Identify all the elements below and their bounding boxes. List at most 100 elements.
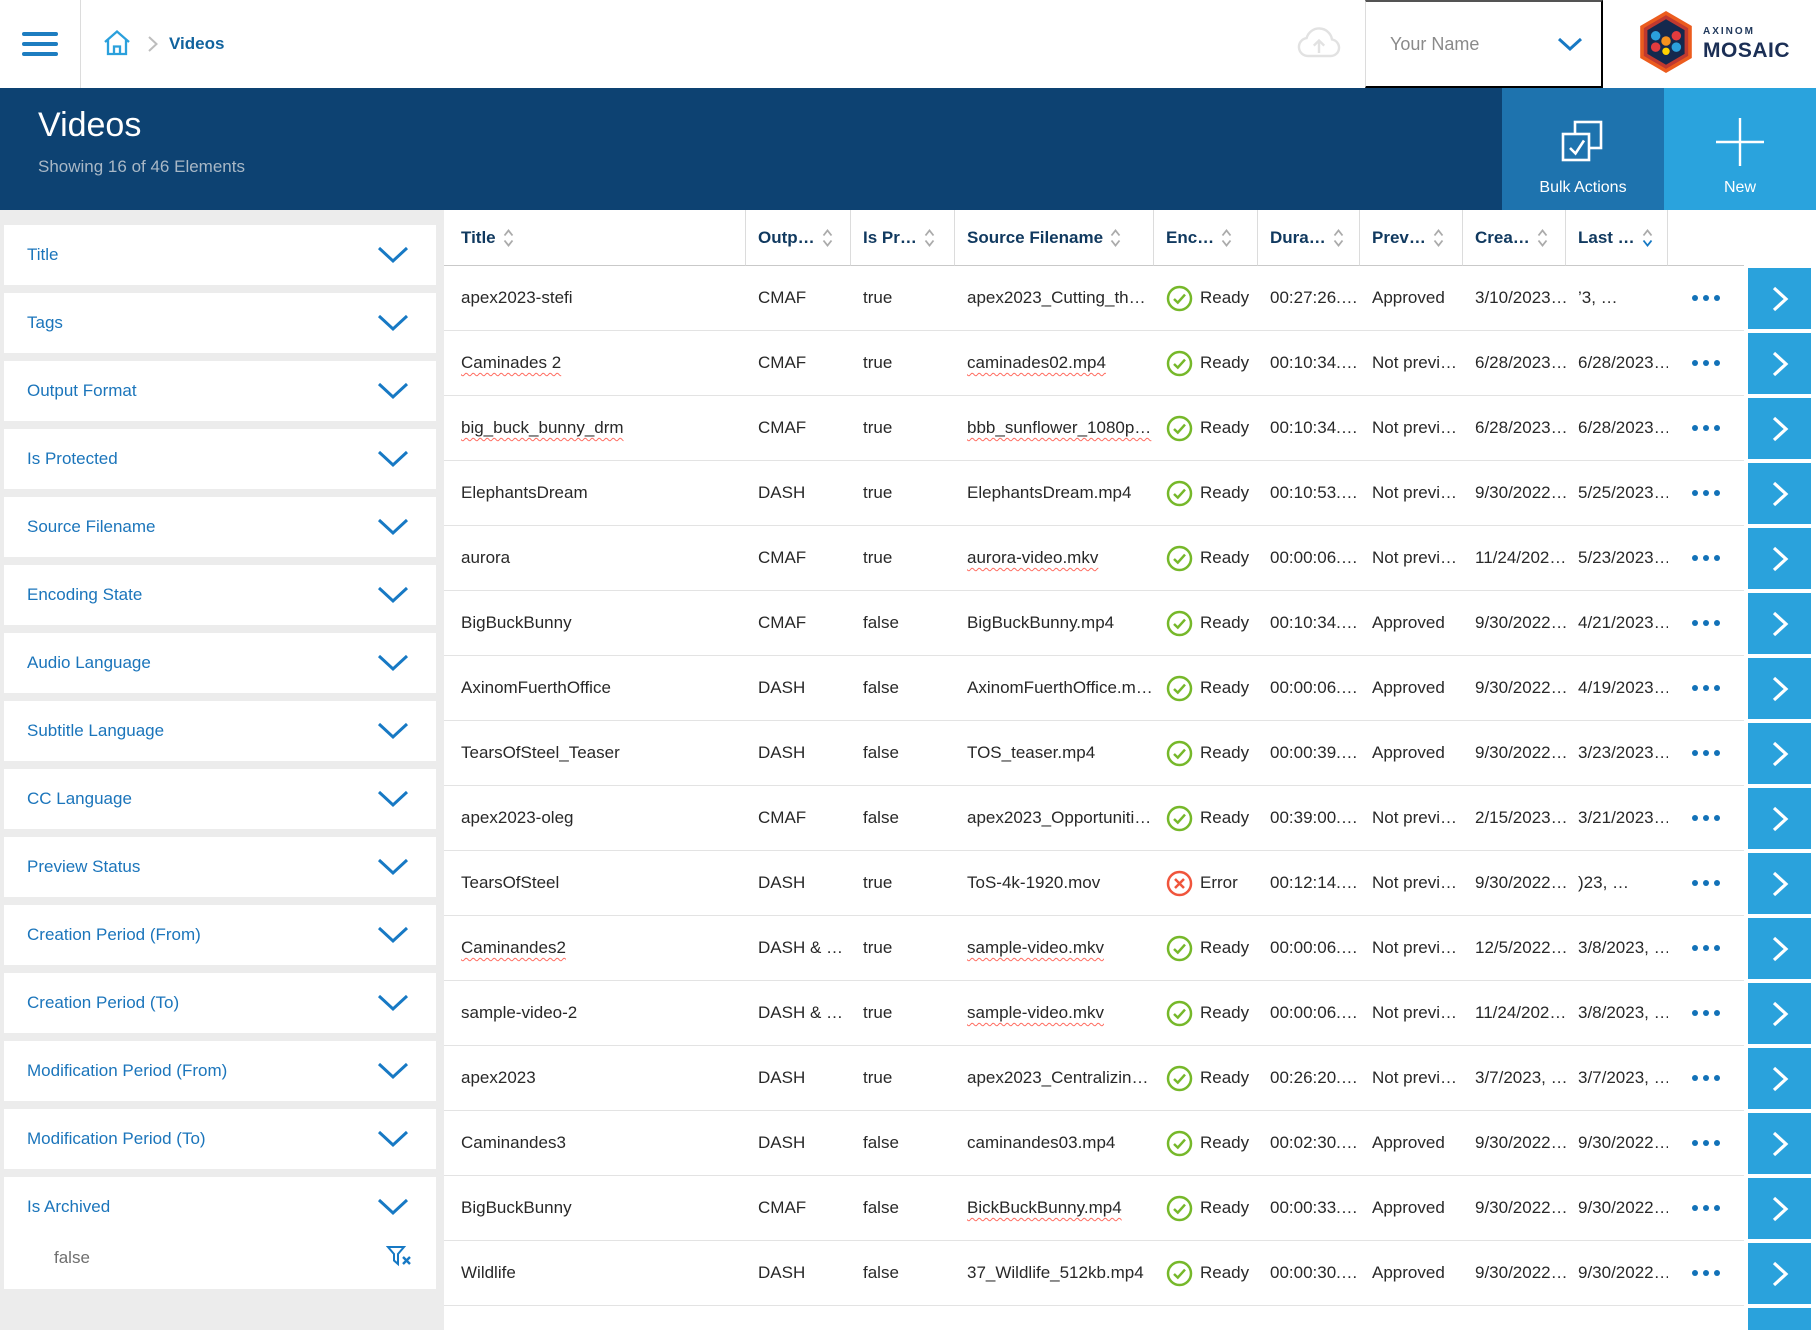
row-actions-button[interactable] [1668, 266, 1744, 331]
cell-created-date: 3/10/2023… [1463, 266, 1566, 331]
column-header-enc[interactable]: Enc… [1154, 210, 1258, 266]
column-header-dura[interactable]: Dura… [1258, 210, 1360, 266]
table-row[interactable]: Caminades 2 CMAF true caminades02.mp4 Ready… [444, 331, 1816, 396]
filter-card-output-format[interactable]: Output Format [4, 361, 436, 421]
row-actions-button[interactable] [1668, 656, 1744, 721]
filter-card-cc-language[interactable]: CC Language [4, 769, 436, 829]
row-actions-button[interactable] [1668, 786, 1744, 851]
open-row-button[interactable] [1748, 333, 1811, 394]
bulk-actions-button[interactable]: Bulk Actions [1502, 88, 1664, 210]
open-row-button[interactable] [1748, 593, 1811, 654]
cell-duration: 00:39:00.… [1258, 786, 1360, 851]
table-row[interactable]: TearsOfSteel_Teaser DASH false TOS_teaser.m… [444, 721, 1816, 786]
row-actions-button[interactable] [1668, 851, 1744, 916]
plus-icon [1712, 104, 1768, 179]
open-row-button[interactable] [1748, 983, 1811, 1044]
cell-duration: 00:10:34.… [1258, 331, 1360, 396]
encoding-state-label: Ready [1200, 808, 1250, 827]
table-row[interactable]: ElephantsDream DASH true ElephantsDream.mp4… [444, 461, 1816, 526]
row-actions-button[interactable] [1668, 1111, 1744, 1176]
table-row[interactable]: apex2023-stefi CMAF true apex2023_Cutting_t… [444, 266, 1816, 331]
row-actions-button[interactable] [1668, 981, 1744, 1046]
table-row[interactable]: Caminandes3 DASH false caminandes03.mp4 Rea… [444, 1111, 1816, 1176]
cell-title: Wildlife [444, 1241, 746, 1306]
open-row-button[interactable] [1748, 1113, 1811, 1174]
cell-encoding-state: Ready [1154, 916, 1258, 981]
ellipsis-icon [1692, 1140, 1720, 1146]
open-row-button[interactable] [1748, 268, 1811, 329]
open-row-button[interactable] [1748, 723, 1811, 784]
table-row[interactable]: TearsOfSteel DASH true ToS-4k-1920.mov Erro… [444, 851, 1816, 916]
filter-card-creation-period-from[interactable]: Creation Period (From) [4, 905, 436, 965]
filter-card-modification-period-to[interactable]: Modification Period (To) [4, 1109, 436, 1169]
table-row[interactable]: apex2023-oleg CMAF false apex2023_Opportuni… [444, 786, 1816, 851]
open-row-button[interactable] [1748, 1308, 1811, 1330]
column-header-outp[interactable]: Outp… [746, 210, 851, 266]
menu-icon[interactable] [0, 0, 80, 88]
row-actions-button[interactable] [1668, 591, 1744, 656]
table-row[interactable]: BigBuckBunny CMAF false BickBuckBunny.mp4 R… [444, 1176, 1816, 1241]
filter-card-modification-period-from[interactable]: Modification Period (From) [4, 1041, 436, 1101]
cell-duration: 00:00:30.… [1258, 1241, 1360, 1306]
open-row-button[interactable] [1748, 1178, 1811, 1239]
open-row-button[interactable] [1748, 788, 1811, 849]
cell-created-date: 9/30/2022… [1463, 656, 1566, 721]
filter-card-preview-status[interactable]: Preview Status [4, 837, 436, 897]
row-actions-button[interactable] [1668, 331, 1744, 396]
filter-card-is-archived: Is Archived false [4, 1177, 436, 1289]
breadcrumb[interactable]: Videos [169, 34, 225, 53]
row-actions-button[interactable] [1668, 721, 1744, 786]
row-actions-button[interactable] [1668, 1241, 1744, 1306]
row-actions-button[interactable] [1668, 1176, 1744, 1241]
filter-card-audio-language[interactable]: Audio Language [4, 633, 436, 693]
breadcrumb-home-button[interactable] [101, 27, 133, 62]
filter-card-is-protected[interactable]: Is Protected [4, 429, 436, 489]
filter-card-encoding-state[interactable]: Encoding State [4, 565, 436, 625]
cell-preview-status: Not previ… [1360, 1046, 1463, 1111]
cell-preview-status: Approved [1360, 1111, 1463, 1176]
new-label: New [1723, 179, 1756, 196]
cell-last-modified-date: 6/28/2023… [1566, 331, 1668, 396]
open-row-button[interactable] [1748, 918, 1811, 979]
row-actions-button[interactable] [1668, 526, 1744, 591]
row-actions-button[interactable] [1668, 916, 1744, 981]
cell-created-date: 11/24/202… [1463, 981, 1566, 1046]
cell-output-format: DASH [746, 1046, 851, 1111]
new-button[interactable]: New [1664, 88, 1816, 210]
filter-card-title[interactable]: Title [4, 225, 436, 285]
table-row[interactable]: AxinomFuerthOffice DASH false AxinomFuerthO… [444, 656, 1816, 721]
cell-output-format: DASH [746, 721, 851, 786]
column-header-crea[interactable]: Crea… [1463, 210, 1566, 266]
clear-filter-button[interactable] [385, 1245, 412, 1272]
row-actions-button[interactable] [1668, 461, 1744, 526]
table-row[interactable]: BigBuckBunny CMAF false BigBuckBunny.mp4 Re… [444, 591, 1816, 656]
check-circle-icon [1166, 285, 1193, 311]
table-row[interactable]: Caminandes2 DASH & … true sample-video.mkv … [444, 916, 1816, 981]
table-row[interactable]: Wildlife DASH false 37_Wildlife_512kb.mp4 R… [444, 1241, 1816, 1306]
open-row-button[interactable] [1748, 1243, 1811, 1304]
row-actions-button[interactable] [1668, 1046, 1744, 1111]
table-row[interactable]: big_buck_bunny_drm CMAF true bbb_sunflower_… [444, 396, 1816, 461]
open-row-button[interactable] [1748, 853, 1811, 914]
table-row[interactable]: apex2023 DASH true apex2023_Centralizin… Re… [444, 1046, 1816, 1111]
filter-card-is-archived-header[interactable]: Is Archived [4, 1177, 436, 1237]
column-header-source-filename[interactable]: Source Filename [955, 210, 1154, 266]
row-actions-button[interactable] [1668, 396, 1744, 461]
column-header-last[interactable]: Last … [1566, 210, 1668, 266]
table-row[interactable]: aurora CMAF true aurora-video.mkv Ready 00:0… [444, 526, 1816, 591]
open-row-button[interactable] [1748, 658, 1811, 719]
filter-label: Output Format [27, 381, 137, 400]
user-menu[interactable]: Your Name [1365, 0, 1603, 88]
filter-card-tags[interactable]: Tags [4, 293, 436, 353]
column-header-is-pr[interactable]: Is Pr… [851, 210, 955, 266]
filter-card-subtitle-language[interactable]: Subtitle Language [4, 701, 436, 761]
table-row[interactable]: sample-video-2 DASH & … true sample-video.m… [444, 981, 1816, 1046]
open-row-button[interactable] [1748, 528, 1811, 589]
open-row-button[interactable] [1748, 1048, 1811, 1109]
column-header-prev[interactable]: Prev… [1360, 210, 1463, 266]
column-header-title[interactable]: Title [444, 210, 746, 266]
filter-card-creation-period-to[interactable]: Creation Period (To) [4, 973, 436, 1033]
open-row-button[interactable] [1748, 463, 1811, 524]
open-row-button[interactable] [1748, 398, 1811, 459]
filter-card-source-filename[interactable]: Source Filename [4, 497, 436, 557]
